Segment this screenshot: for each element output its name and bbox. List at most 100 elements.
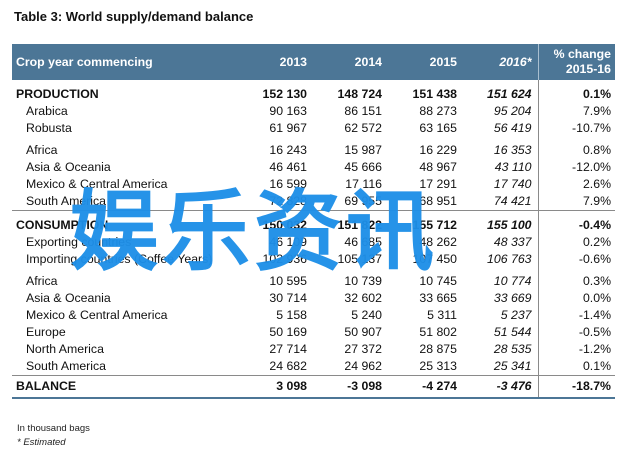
cell-pct: 0.1% — [537, 358, 615, 376]
table-row: Mexico & Central America 16 599 17 116 1… — [12, 176, 615, 193]
cell-2013: 27 714 — [269, 342, 307, 356]
table-row: North America 27 714 27 372 28 875 28 53… — [12, 341, 615, 358]
cell-2014: 17 116 — [345, 177, 382, 191]
cell-2013: 30 714 — [269, 291, 307, 305]
cell-pct: 7.9% — [537, 193, 615, 211]
cell-2013: 61 967 — [269, 121, 307, 135]
cell-2016: 48 337 — [493, 235, 532, 249]
cell-2016: 17 740 — [493, 177, 532, 191]
cell-pct: 0.3% — [537, 268, 615, 290]
cell-2015: 5 311 — [427, 308, 457, 322]
cell-2014: 69 955 — [344, 194, 382, 208]
cell-pct: 0.2% — [537, 234, 615, 251]
table-row: Africa 10 595 10 739 10 745 10 774 0.3% — [12, 268, 615, 290]
header-2015: 2015 — [429, 55, 457, 69]
supply-demand-table: Crop year commencing 2013 2014 2015 2016… — [12, 44, 615, 399]
header-2013: 2013 — [279, 55, 307, 69]
watermark-text: 娱乐资讯 — [70, 180, 439, 283]
cell-2013: 5 158 — [276, 308, 307, 322]
footnote-estimated: * Estimated — [17, 437, 66, 448]
cell-pct: 0.8% — [537, 137, 615, 159]
row-label: Africa — [26, 274, 58, 288]
cell-2015: -4 274 — [388, 375, 463, 399]
cell-2015: 68 951 — [419, 194, 457, 208]
header-pct-line2: 2015-16 — [565, 62, 611, 76]
cell-2013: 46 461 — [269, 160, 307, 174]
cell-pct: -1.4% — [537, 307, 615, 324]
table-row: Mexico & Central America 5 158 5 240 5 3… — [12, 307, 615, 324]
cell-2015: 48 262 — [419, 235, 457, 249]
table-row: Europe 50 169 50 907 51 802 51 544 -0.5% — [12, 324, 615, 341]
row-label: Mexico & Central America — [26, 308, 168, 322]
cell-2016: 5 237 — [500, 308, 532, 322]
row-label: South America — [26, 194, 106, 208]
cell-pct: 7.9% — [537, 103, 615, 120]
table-row: Exporting countries 46 109 46 685 48 262… — [12, 234, 615, 251]
cell-2014: 45 666 — [344, 160, 382, 174]
cell-pct: -0.4% — [537, 210, 615, 234]
cell-2014: 50 907 — [344, 325, 382, 339]
cell-2013: 16 243 — [269, 143, 307, 157]
row-label: CONSUMPTION — [12, 210, 241, 234]
cell-2013: 50 169 — [269, 325, 307, 339]
cell-2013: 152 130 — [262, 87, 307, 101]
cell-2013: 72 828 — [269, 194, 307, 208]
cell-2014: 105 137 — [337, 252, 382, 266]
cell-pct: -1.2% — [537, 341, 615, 358]
row-label: BALANCE — [12, 375, 241, 399]
header-2014: 2014 — [354, 55, 382, 69]
cell-2015: 33 665 — [419, 291, 457, 305]
table-title: Table 3: World supply/demand balance — [14, 9, 254, 24]
cell-2015: 28 875 — [419, 342, 457, 356]
row-label: Asia & Oceania — [26, 291, 111, 305]
cell-2015: 63 165 — [419, 121, 457, 135]
cell-pct: -18.7% — [537, 375, 615, 399]
cell-2016: 25 341 — [493, 359, 532, 373]
cell-pct: 2.6% — [537, 176, 615, 193]
cell-pct: 0.1% — [537, 80, 615, 103]
table-row: Arabica 90 163 86 151 88 273 95 204 7.9% — [12, 103, 615, 120]
cell-2015: 25 313 — [419, 359, 457, 373]
cell-2014: 10 739 — [344, 274, 382, 288]
table-row: Importing countries (Coffee Years) 102 9… — [12, 251, 615, 268]
cell-2016: 151 624 — [487, 87, 532, 101]
header-pct-change: % change 2015-16 — [537, 44, 615, 80]
table-row: Asia & Oceania 46 461 45 666 48 967 43 1… — [12, 159, 615, 176]
row-label: South America — [26, 359, 106, 373]
cell-2013: 102 936 — [262, 252, 307, 266]
cell-2015: 16 229 — [419, 143, 457, 157]
cell-2014: 62 572 — [344, 121, 382, 135]
header-pct-line1: % change — [553, 47, 611, 61]
cell-2013: 10 595 — [269, 274, 307, 288]
cell-pct: 0.0% — [537, 290, 615, 307]
cell-2014: 24 962 — [344, 359, 382, 373]
cell-2015: 151 438 — [412, 87, 457, 101]
cell-2015: 107 450 — [412, 252, 457, 266]
cell-2016: 106 763 — [487, 252, 532, 266]
cell-2014: 46 685 — [344, 235, 382, 249]
cell-pct: -0.6% — [537, 251, 615, 268]
cell-pct: -0.5% — [537, 324, 615, 341]
cell-2014: 86 151 — [344, 104, 382, 118]
row-label: Europe — [26, 325, 66, 339]
row-label: North America — [26, 342, 104, 356]
table-row: South America 72 828 69 955 68 951 74 42… — [12, 193, 615, 211]
row-label: Exporting countries — [26, 235, 132, 249]
row-label: Robusta — [26, 121, 72, 135]
table-row-consumption: CONSUMPTION 150 032 151 822 155 712 155 … — [12, 210, 615, 234]
cell-2014: 151 822 — [313, 210, 388, 234]
cell-2014: 15 987 — [344, 143, 382, 157]
cell-2016: 155 100 — [463, 210, 538, 234]
cell-2014: 27 372 — [344, 342, 382, 356]
row-label: Importing countries (Coffee Years) — [26, 252, 213, 266]
cell-2015: 155 712 — [388, 210, 463, 234]
table-row: South America 24 682 24 962 25 313 25 34… — [12, 358, 615, 376]
cell-2016: 16 353 — [493, 143, 532, 157]
row-label: Asia & Oceania — [26, 160, 111, 174]
table-row-balance: BALANCE 3 098 -3 098 -4 274 -3 476 -18.7… — [12, 375, 615, 399]
row-label: Mexico & Central America — [26, 177, 168, 191]
row-label: PRODUCTION — [16, 87, 99, 101]
row-label: Africa — [26, 143, 58, 157]
row-label: Arabica — [26, 104, 68, 118]
cell-2013: 3 098 — [241, 375, 313, 399]
